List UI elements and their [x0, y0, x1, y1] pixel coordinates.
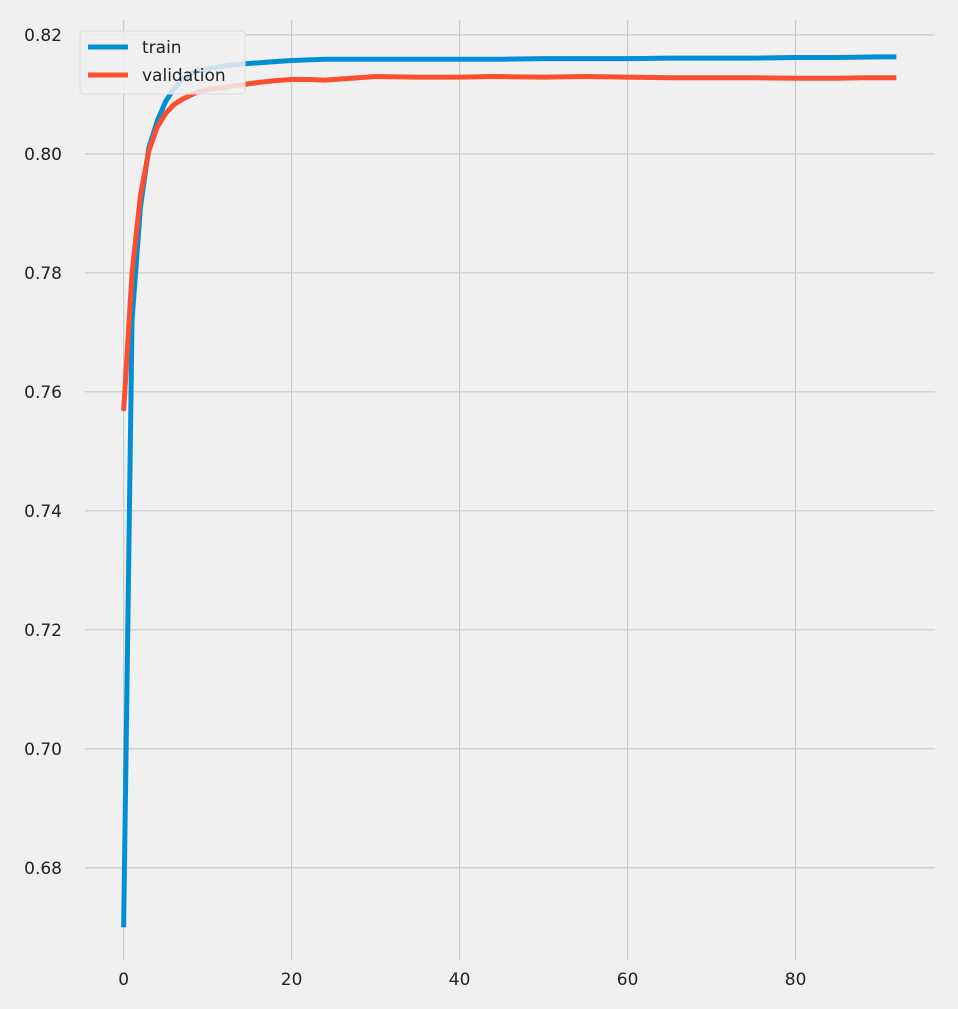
y-tick-label: 0.70 — [24, 740, 62, 760]
y-tick-label: 0.82 — [24, 26, 62, 46]
y-tick-label: 0.80 — [24, 145, 62, 165]
x-tick-label: 20 — [281, 970, 303, 990]
x-tick-label: 60 — [617, 970, 639, 990]
axis-labels: 0.68 0.70 0.72 0.74 0.76 0.78 0.80 0.82 0 20 40 60 8… — [24, 26, 806, 990]
legend-label-train: train — [142, 38, 182, 58]
series-line-validation — [121, 74, 897, 412]
y-tick-label: 0.68 — [24, 859, 62, 879]
y-tick-label: 0.76 — [24, 383, 62, 403]
legend: train validation — [79, 30, 246, 95]
x-tick-label: 0 — [118, 970, 129, 990]
legend-label-validation: validation — [142, 66, 226, 86]
series-layer — [121, 54, 897, 928]
y-tick-label: 0.78 — [24, 264, 62, 284]
y-tick-label: 0.74 — [24, 502, 62, 522]
x-tick-label: 40 — [449, 970, 471, 990]
x-tick-label: 80 — [785, 970, 807, 990]
grid — [85, 20, 935, 960]
series-line-train — [121, 54, 897, 928]
y-tick-label: 0.72 — [24, 621, 62, 641]
